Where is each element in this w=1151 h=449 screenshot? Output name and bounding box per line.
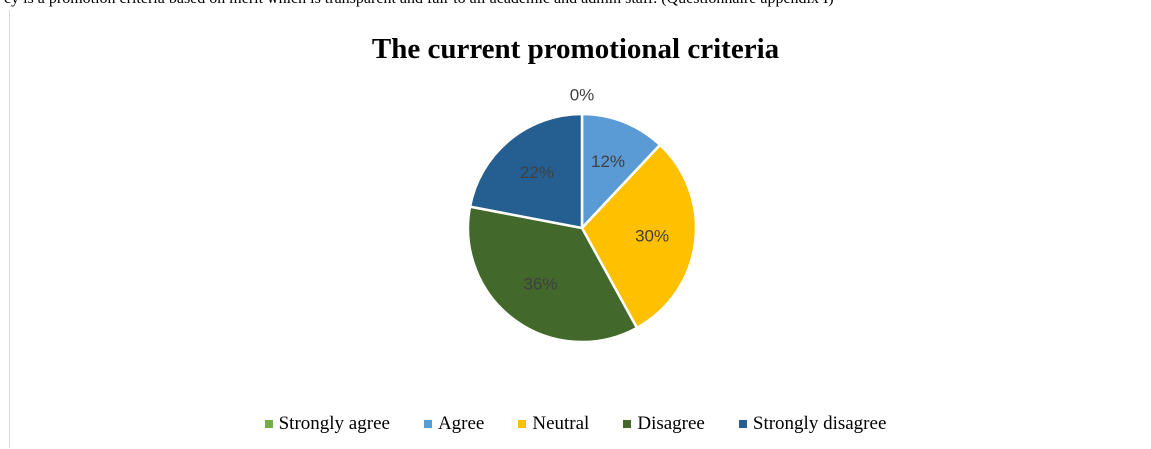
legend-label-agree: Agree <box>437 413 485 434</box>
legend-swatch-agree <box>423 420 432 428</box>
data-label-disagree: 36% <box>523 275 557 294</box>
data-label-strongly-disagree: 22% <box>520 163 554 182</box>
legend-label-neutral: Neutral <box>532 413 590 434</box>
pie-slice-agree <box>580 112 662 230</box>
chart-legend: Strongly agree Agree Neutral Disagree Strong… <box>0 413 1151 435</box>
legend-swatch-strongly-disagree <box>738 420 747 428</box>
legend-item-strongly-disagree: Strongly disagree <box>738 413 887 435</box>
legend-swatch-strongly-agree <box>264 420 273 428</box>
data-label-agree: 12% <box>591 152 625 171</box>
clipped-paragraph-text: cy is a promotion criteria based on meri… <box>0 0 1151 10</box>
legend-label-strongly-disagree: Strongly disagree <box>752 413 887 434</box>
legend-item-agree: Agree <box>423 413 485 435</box>
data-label-strongly-agree: 0% <box>570 85 595 104</box>
legend-swatch-disagree <box>623 420 632 428</box>
pie-slice-strongly-disagree <box>468 112 584 230</box>
pie-slice-neutral <box>580 143 698 330</box>
pie-slice-disagree <box>466 205 639 344</box>
legend-item-neutral: Neutral <box>518 413 589 435</box>
paragraph-text: cy is a promotion criteria based on meri… <box>4 0 834 8</box>
legend-item-strongly-agree: Strongly agree <box>264 413 390 435</box>
data-label-neutral: 30% <box>635 226 669 245</box>
legend-label-disagree: Disagree <box>637 413 705 434</box>
legend-swatch-neutral <box>518 420 527 428</box>
chart-frame <box>9 10 1150 448</box>
legend-item-disagree: Disagree <box>623 413 705 435</box>
legend-label-strongly-agree: Strongly agree <box>278 413 390 434</box>
chart-title: The current promotional criteria <box>371 33 780 65</box>
